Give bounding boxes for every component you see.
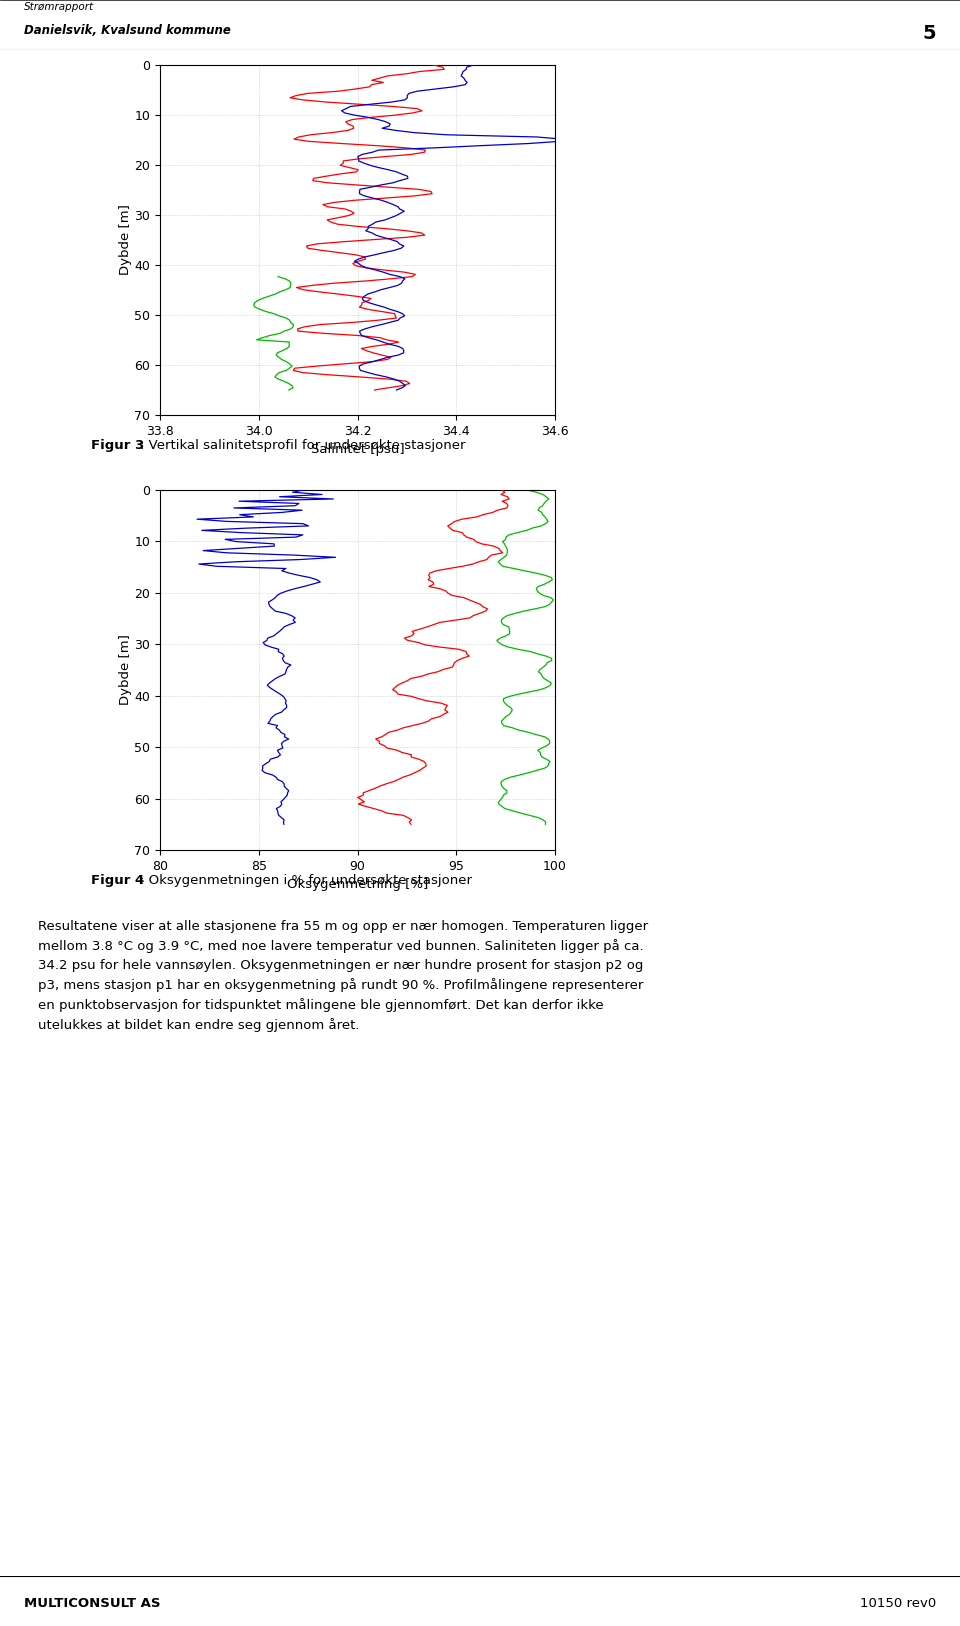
Text: MULTICONSULT AS: MULTICONSULT AS — [24, 1597, 160, 1610]
Text: Danielsvik, Kvalsund kommune: Danielsvik, Kvalsund kommune — [24, 24, 230, 37]
Text: Figur 3: Figur 3 — [91, 439, 145, 452]
X-axis label: Salinitet [psu]: Salinitet [psu] — [311, 444, 404, 457]
X-axis label: Oksygenmetning [%]: Oksygenmetning [%] — [287, 878, 428, 891]
Text: Strømrapport: Strømrapport — [24, 3, 94, 13]
Text: Resultatene viser at alle stasjonene fra 55 m og opp er nær homogen. Temperature: Resultatene viser at alle stasjonene fra… — [38, 920, 649, 1031]
Y-axis label: Dybde [m]: Dybde [m] — [118, 205, 132, 275]
Text: 10150 rev0: 10150 rev0 — [860, 1597, 936, 1610]
Text: 5: 5 — [923, 24, 936, 42]
Text: Figur 4: Figur 4 — [91, 873, 145, 886]
Y-axis label: Dybde [m]: Dybde [m] — [118, 634, 132, 706]
Text: : Vertikal salinitetsprofil for undersøkte stasjoner: : Vertikal salinitetsprofil for undersøk… — [140, 439, 466, 452]
Text: : Oksygenmetningen i % for undersøkte stasjoner: : Oksygenmetningen i % for undersøkte st… — [140, 873, 472, 886]
